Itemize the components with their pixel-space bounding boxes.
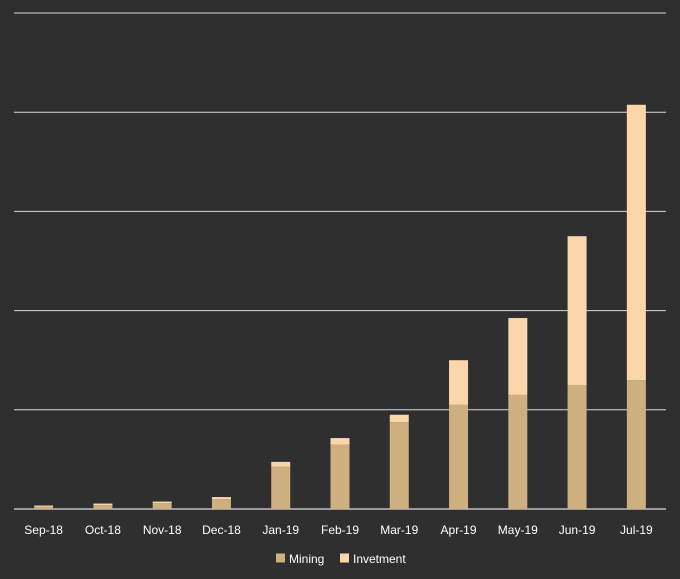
- bars: [34, 104, 646, 509]
- x-tick-label: Apr-19: [441, 523, 477, 537]
- bar-invetment-jan-19: [271, 461, 291, 467]
- bar-mining-jun-19: [567, 385, 587, 509]
- x-tick-label: Feb-19: [321, 523, 359, 537]
- bar-invetment-sep-18: [34, 505, 54, 507]
- bar-mining-oct-18: [93, 505, 113, 509]
- bar-mining-may-19: [508, 394, 528, 509]
- x-tick-label: Jul-19: [620, 523, 653, 537]
- x-tick-label: Jan-19: [262, 523, 299, 537]
- bar-mining-mar-19: [389, 422, 409, 509]
- x-axis: Sep-18 Oct-18 Nov-18 Dec-18 Jan-19 Feb-19 Mar-…: [24, 523, 653, 537]
- bar-mining-dec-18: [211, 499, 231, 509]
- bar-invetment-mar-19: [389, 414, 409, 423]
- bar-invetment-oct-18: [93, 503, 113, 506]
- bar-mining-nov-18: [152, 503, 172, 509]
- legend-label-invetment: Invetment: [353, 552, 406, 566]
- bar-invetment-jul-19: [626, 104, 646, 381]
- x-tick-label: Oct-18: [85, 523, 121, 537]
- x-tick-label: Mar-19: [380, 523, 418, 537]
- bar-mining-feb-19: [330, 444, 350, 509]
- bar-invetment-apr-19: [449, 360, 469, 405]
- x-tick-label: May-19: [498, 523, 538, 537]
- bar-invetment-feb-19: [330, 438, 350, 445]
- bar-mining-apr-19: [449, 404, 469, 509]
- bar-invetment-jun-19: [567, 236, 587, 385]
- gridlines: [14, 12, 666, 510]
- bar-invetment-nov-18: [152, 501, 172, 504]
- x-tick-label: Jun-19: [559, 523, 596, 537]
- bar-mining-jan-19: [271, 466, 291, 509]
- bar-invetment-dec-18: [211, 497, 231, 500]
- x-tick-label: Sep-18: [24, 523, 63, 537]
- legend-label-mining: Mining: [289, 552, 324, 566]
- x-tick-label: Dec-18: [202, 523, 241, 537]
- x-tick-label: Nov-18: [143, 523, 182, 537]
- bar-invetment-may-19: [508, 318, 528, 395]
- bar-mining-sep-18: [34, 506, 54, 509]
- legend-swatch-mining: [276, 553, 285, 563]
- bar-mining-jul-19: [626, 380, 646, 509]
- legend: Mining Invetment: [276, 552, 406, 566]
- legend-swatch-invetment: [340, 553, 349, 563]
